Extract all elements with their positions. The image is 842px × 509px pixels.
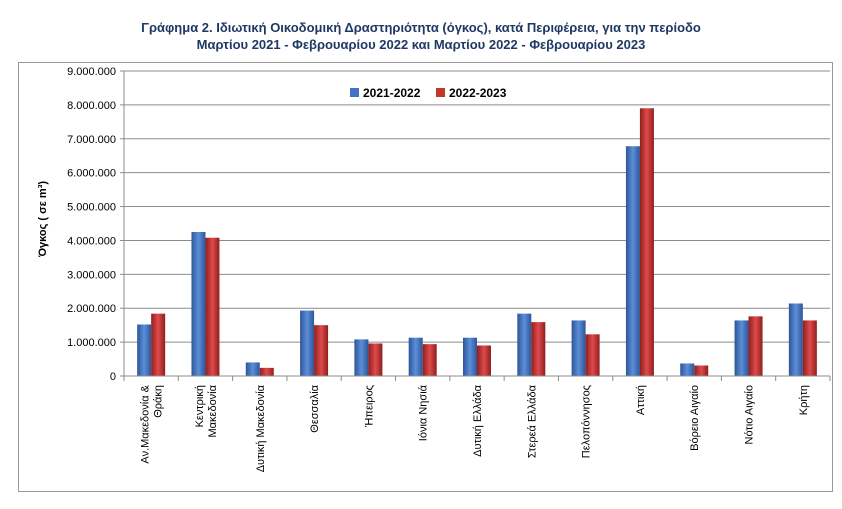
bar-2022-2023-11 <box>748 316 763 376</box>
bar-2021-2022-1 <box>191 231 206 376</box>
y-tick-label: 2.000.000 <box>67 303 116 315</box>
chart-title-line-1: Γράφημα 2. Ιδιωτική Οικοδομική Δραστηριό… <box>141 20 701 35</box>
bar-2021-2022-11 <box>734 320 749 376</box>
bar-2021-2022-4 <box>354 339 369 376</box>
y-axis-tick-labels: 0 1.000.000 2.000.000 3.000.000 4.000.000 5.0… <box>67 66 116 383</box>
bar-2022-2023-9 <box>639 108 654 377</box>
x-category-label: Δυτική Ελλάδα <box>472 384 484 456</box>
y-tick-label: 5.000.000 <box>67 202 116 214</box>
bar-2021-2022-9 <box>625 146 640 376</box>
bar-2022-2023-8 <box>585 334 600 376</box>
x-category-label: Ιόνια Νησιά <box>418 384 430 441</box>
bar-2022-2023-0 <box>151 313 166 376</box>
bar-2021-2022-0 <box>137 324 152 376</box>
bars <box>137 108 817 377</box>
bar-2021-2022-8 <box>571 320 586 376</box>
x-axis-category-labels: Αν.Μακεδονία & Θράκη Κεντρική Μακεδονία Δυτι… <box>140 384 810 472</box>
x-category-label: Αττική <box>635 385 647 415</box>
y-tick-label: 6.000.000 <box>67 168 116 180</box>
bar-2021-2022-12 <box>788 303 803 376</box>
bar-2022-2023-6 <box>477 345 491 376</box>
legend: 2021-2022 2022-2023 <box>350 86 507 100</box>
legend-label-2022-2023: 2022-2023 <box>449 86 507 100</box>
bar-2022-2023-4 <box>368 343 383 376</box>
x-category-label: Δυτική Μακεδονία <box>255 384 267 472</box>
bar-2021-2022-6 <box>463 337 477 376</box>
x-category-label: Αν.Μακεδονία & <box>140 384 152 463</box>
x-category-label: Μακεδονία <box>207 384 219 437</box>
bar-2021-2022-3 <box>300 310 315 376</box>
bar-2021-2022-5 <box>408 337 423 376</box>
gridlines <box>124 70 830 343</box>
x-category-label: Θράκη <box>153 385 165 418</box>
bar-2022-2023-10 <box>694 365 709 376</box>
x-category-label: Κεντρική <box>194 385 206 427</box>
bar-2022-2023-7 <box>531 322 546 376</box>
chart-title-line-2: Μαρτίου 2021 - Φεβρουαρίου 2022 και Μαρτ… <box>196 37 646 52</box>
axes <box>120 70 831 381</box>
x-category-label: Βόρειο Αιγαίο <box>689 385 701 451</box>
legend-label-2021-2022: 2021-2022 <box>363 86 421 100</box>
chart-frame <box>18 62 833 492</box>
x-category-label: Νότιο Αιγαίο <box>744 385 756 444</box>
y-tick-label: 3.000.000 <box>67 269 116 281</box>
bar-2022-2023-5 <box>422 344 437 376</box>
bar-2022-2023-1 <box>205 237 220 376</box>
y-tick-label: 9.000.000 <box>67 66 116 78</box>
bar-2022-2023-12 <box>802 320 817 376</box>
legend-swatch-2022-2023 <box>436 88 445 97</box>
y-tick-label: 0 <box>110 371 116 383</box>
x-category-label: Κρήτη <box>798 385 810 415</box>
y-tick-label: 1.000.000 <box>67 337 116 349</box>
y-tick-label: 8.000.000 <box>67 100 116 112</box>
bar-2022-2023-3 <box>314 325 329 376</box>
x-category-label: Ήπειρος <box>363 385 375 428</box>
y-tick-label: 7.000.000 <box>67 134 116 146</box>
x-category-label: Θεσσαλία <box>309 384 321 432</box>
y-axis-label: Όγκος ( σε m³) <box>37 181 49 258</box>
bar-2021-2022-7 <box>517 313 532 376</box>
bar-2021-2022-10 <box>680 363 695 376</box>
bar-2022-2023-2 <box>259 367 274 376</box>
x-category-label: Στερεά Ελλάδα <box>526 384 538 458</box>
x-category-label: Πελοπόννησος <box>581 385 593 458</box>
bar-2021-2022-2 <box>245 362 260 376</box>
legend-swatch-2021-2022 <box>350 88 359 97</box>
y-tick-label: 4.000.000 <box>67 235 116 247</box>
